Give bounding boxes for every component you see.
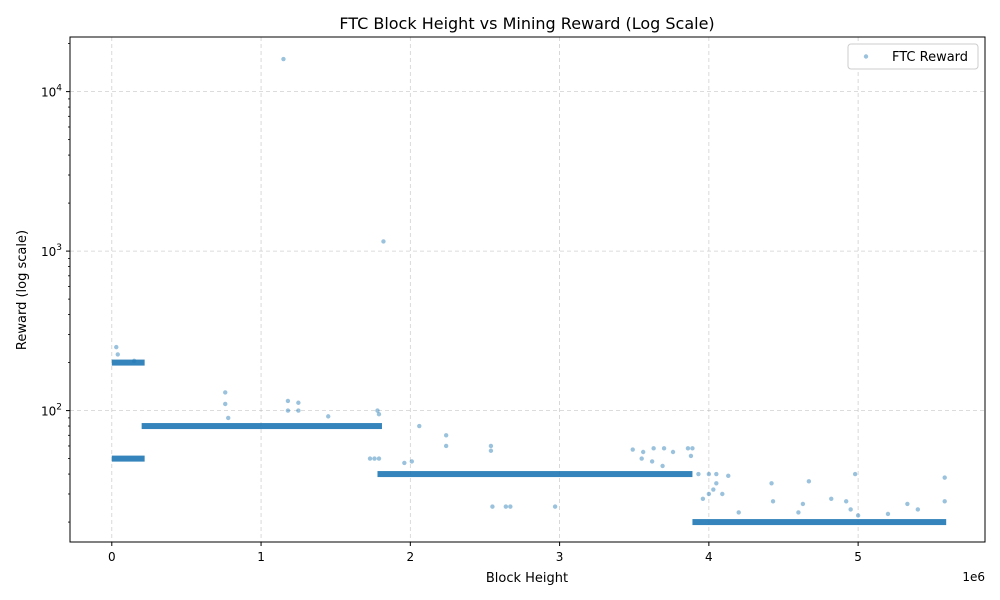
- data-point: [696, 471, 701, 477]
- data-point: [115, 352, 120, 357]
- data-point: [131, 358, 137, 364]
- x-axis-offset-label: 1e6: [962, 570, 985, 584]
- x-tick-label: 1: [257, 550, 265, 564]
- data-point: [829, 496, 834, 501]
- y-tick-label: 104: [41, 84, 62, 100]
- data-point: [661, 446, 667, 451]
- data-point: [381, 239, 386, 244]
- plot-frame: [69, 36, 986, 543]
- legend: FTC Reward: [847, 43, 979, 70]
- data-point: [706, 491, 712, 497]
- data-point: [503, 504, 509, 509]
- data-point: [281, 56, 286, 62]
- grid: [70, 37, 985, 542]
- legend-box: [847, 43, 979, 70]
- data-point: [670, 449, 676, 455]
- data-point: [769, 481, 774, 486]
- data-point: [223, 390, 228, 395]
- data-point: [372, 456, 377, 461]
- data-point: [376, 456, 382, 461]
- data-point: [417, 423, 422, 429]
- data-point: [700, 496, 706, 501]
- data-point: [443, 433, 449, 438]
- data-point: [226, 415, 231, 421]
- data-point: [726, 473, 731, 479]
- data-point: [639, 456, 644, 461]
- data-point: [367, 456, 373, 461]
- data-point: [488, 443, 494, 449]
- data-point: [402, 460, 407, 466]
- data-point: [690, 446, 695, 451]
- x-tick-label: 3: [556, 550, 564, 564]
- data-point: [223, 401, 228, 407]
- data-point: [843, 499, 849, 504]
- data-point: [848, 507, 853, 512]
- data-point: [711, 487, 716, 492]
- data-point: [490, 504, 495, 509]
- data-point: [800, 501, 806, 507]
- data-point: [806, 479, 812, 484]
- data-point: [855, 513, 861, 518]
- data-point: [409, 459, 415, 464]
- data-point: [296, 400, 301, 405]
- data-point: [736, 510, 741, 515]
- data-point: [706, 471, 712, 477]
- data-point: [852, 471, 858, 477]
- y-tick-label: 103: [41, 243, 62, 259]
- data-point: [296, 408, 301, 413]
- data-point: [651, 446, 656, 451]
- data-point: [796, 510, 801, 515]
- data-point: [685, 446, 691, 451]
- data-point: [942, 499, 947, 504]
- data-point: [488, 448, 494, 453]
- x-tick-label: 5: [854, 550, 862, 564]
- data-point: [285, 408, 291, 413]
- legend-entry-ftc-reward: FTC Reward: [892, 50, 968, 65]
- y-tick-label: 102: [41, 403, 62, 419]
- x-axis-label: Block Height: [486, 571, 568, 586]
- data-point: [720, 491, 725, 497]
- data-point: [508, 504, 513, 509]
- x-tick-label: 2: [407, 550, 415, 564]
- legend-marker: [863, 54, 869, 59]
- data-point: [376, 411, 382, 417]
- data-point: [285, 398, 291, 404]
- data-point: [630, 447, 635, 452]
- data-point: [640, 449, 646, 455]
- data-point: [649, 459, 655, 464]
- data-point: [688, 453, 694, 459]
- x-tick-label: 4: [705, 550, 713, 564]
- plot-background: [70, 37, 985, 542]
- data-point: [660, 463, 665, 469]
- point-band: [111, 455, 145, 462]
- data-point: [326, 414, 331, 419]
- y-axis-label: Reward (log scale): [15, 230, 30, 350]
- data-point: [375, 408, 380, 413]
- data-point: [942, 475, 947, 480]
- point-band: [692, 519, 947, 526]
- point-band: [141, 423, 382, 430]
- x-tick-label: 0: [108, 550, 116, 564]
- point-band: [377, 471, 693, 478]
- data-point: [714, 481, 719, 486]
- data-point: [915, 507, 921, 512]
- point-band: [111, 359, 145, 366]
- data-point: [770, 499, 776, 504]
- data-point: [114, 344, 119, 350]
- x-axis: 0 1 2 3 4 5: [108, 542, 862, 564]
- data-points: [111, 56, 947, 526]
- y-axis: 102 103 104: [41, 43, 70, 523]
- chart-title: FTC Block Height vs Mining Reward (Log S…: [339, 14, 714, 33]
- data-point: [552, 504, 558, 509]
- data-point: [885, 511, 891, 517]
- data-point: [905, 501, 910, 507]
- data-point: [443, 443, 449, 449]
- data-point: [714, 471, 719, 477]
